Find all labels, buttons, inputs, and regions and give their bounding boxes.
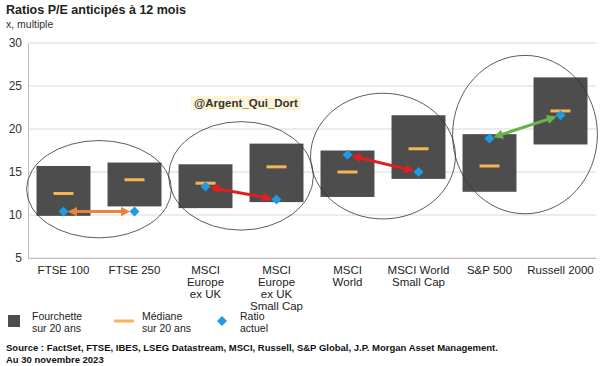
x-tick-label: FTSE 250 bbox=[109, 264, 161, 276]
title: Ratios P/E anticipés à 12 mois bbox=[6, 3, 186, 17]
range-box bbox=[179, 164, 233, 208]
y-tick-label: 5 bbox=[15, 251, 22, 265]
grid-line bbox=[28, 258, 596, 259]
x-tick-label: Russell 2000 bbox=[527, 264, 593, 276]
range-box bbox=[392, 115, 446, 179]
current-mark bbox=[272, 195, 282, 205]
legend-symbol bbox=[114, 320, 134, 323]
current-mark bbox=[343, 150, 353, 160]
marks bbox=[37, 77, 588, 216]
y-tick-label: 30 bbox=[9, 36, 23, 50]
y-tick: 15 bbox=[9, 165, 28, 179]
legend-symbol bbox=[8, 315, 20, 327]
median-mark bbox=[338, 171, 358, 174]
legend-label: Médianesur 20 ans bbox=[142, 310, 191, 334]
x-tick-label: MSCIEuropeex UKSmall Cap bbox=[250, 264, 303, 312]
grid-line bbox=[28, 215, 596, 216]
x-tick: Russell 2000 bbox=[527, 258, 593, 276]
range-box bbox=[534, 77, 588, 144]
x-tick-label: MSCIWorld bbox=[333, 264, 363, 288]
range-box bbox=[250, 144, 304, 202]
range-box bbox=[37, 166, 91, 216]
median-mark bbox=[267, 165, 287, 168]
x-tick-label: MSCIEuropeex UK bbox=[187, 264, 224, 300]
grid-line bbox=[28, 86, 596, 87]
range-box bbox=[463, 134, 517, 192]
y-tick: 5 bbox=[15, 251, 28, 265]
x-tick: MSCIEuropeex UK bbox=[187, 258, 224, 300]
y-tick: 10 bbox=[9, 208, 28, 222]
median-mark bbox=[409, 147, 429, 150]
source-note: Source : FactSet, FTSE, IBES, LSEG Datas… bbox=[6, 342, 498, 353]
group-ellipse bbox=[27, 141, 172, 238]
range-box bbox=[321, 151, 375, 197]
y-tick-label: 25 bbox=[9, 79, 23, 93]
watermark-text: @Argent_Qui_Dort bbox=[194, 97, 298, 109]
chart-container: Ratios P/E anticipés à 12 moisx, multipl… bbox=[0, 0, 600, 366]
comparison-arrow bbox=[498, 118, 552, 136]
current-mark bbox=[130, 207, 140, 217]
y-tick: 20 bbox=[9, 122, 28, 136]
y-tick-label: 20 bbox=[9, 122, 23, 136]
comparison-arrow bbox=[73, 210, 126, 213]
x-tick-label: FTSE 100 bbox=[38, 264, 90, 276]
x-tick: MSCIWorld bbox=[333, 258, 363, 288]
x-tick: MSCIEuropeex UKSmall Cap bbox=[250, 258, 303, 312]
watermark-bg bbox=[191, 96, 301, 110]
legend: Fourchettesur 20 ans Médianesur 20 ans Rat… bbox=[8, 310, 268, 334]
current-mark bbox=[59, 207, 69, 217]
comparison-arrow bbox=[214, 188, 267, 198]
median-mark bbox=[54, 192, 74, 195]
x-axis: FTSE 100 FTSE 250 MSCIEuropeex UK MSCIEurop… bbox=[29, 258, 597, 312]
legend-symbol bbox=[217, 316, 227, 326]
watermark: @Argent_Qui_Dort bbox=[191, 96, 301, 110]
x-tick: FTSE 250 bbox=[109, 258, 161, 276]
current-mark bbox=[414, 167, 424, 177]
y-axis-line bbox=[28, 44, 29, 259]
source-note: Au 30 novembre 2023 bbox=[6, 354, 104, 365]
comparison-arrow bbox=[356, 157, 410, 170]
chart-svg: Ratios P/E anticipés à 12 moisx, multipl… bbox=[0, 0, 600, 366]
legend-label: Ratioactuel bbox=[240, 310, 268, 334]
grid-line bbox=[28, 43, 596, 44]
legend-label: Fourchettesur 20 ans bbox=[32, 310, 82, 334]
y-tick: 25 bbox=[9, 79, 28, 93]
median-mark bbox=[125, 178, 145, 181]
x-tick: MSCI WorldSmall Cap bbox=[388, 258, 450, 288]
x-tick-label: MSCI WorldSmall Cap bbox=[388, 264, 450, 288]
group-ellipse bbox=[169, 122, 314, 231]
grid-line bbox=[28, 129, 596, 130]
y-axis: 5 10 15 20 25 30 bbox=[9, 36, 29, 265]
y-tick: 30 bbox=[9, 36, 28, 50]
x-tick: FTSE 100 bbox=[38, 258, 90, 276]
group-ellipse bbox=[311, 93, 456, 219]
current-mark bbox=[201, 182, 211, 192]
range-box bbox=[108, 163, 162, 207]
y-tick-label: 10 bbox=[9, 208, 23, 222]
current-mark bbox=[556, 110, 566, 120]
current-mark bbox=[485, 133, 495, 143]
subtitle: x, multiple bbox=[6, 18, 53, 30]
y-tick-label: 15 bbox=[9, 165, 23, 179]
group-ellipse bbox=[453, 55, 598, 213]
x-axis-line bbox=[29, 258, 597, 259]
x-tick: S&P 500 bbox=[467, 258, 512, 276]
annotations-layer bbox=[27, 55, 598, 237]
median-mark bbox=[480, 164, 500, 167]
x-tick-label: S&P 500 bbox=[467, 264, 512, 276]
grid bbox=[28, 43, 596, 258]
